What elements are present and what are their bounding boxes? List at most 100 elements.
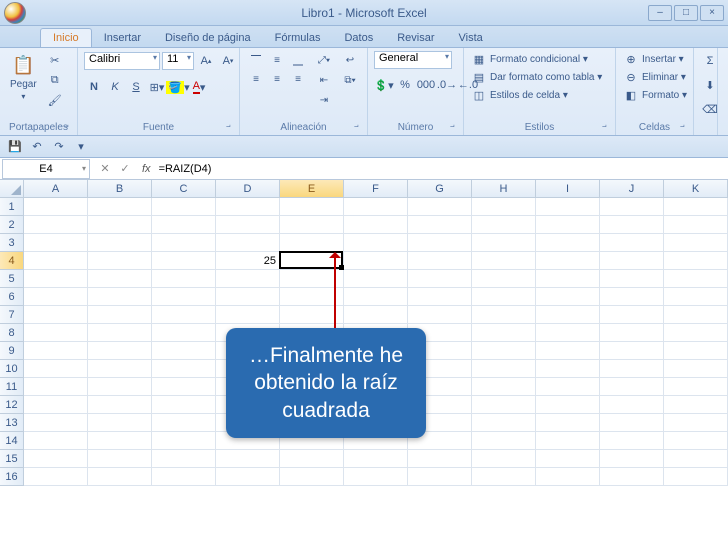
row-header-15[interactable]: 15 <box>0 450 24 468</box>
number-format-select[interactable]: General <box>374 51 452 69</box>
cell-K7[interactable] <box>664 306 728 324</box>
cell-J4[interactable] <box>600 252 664 270</box>
column-header-I[interactable]: I <box>536 180 600 198</box>
conditional-format-button[interactable]: ▦Formato condicional ▾ <box>470 51 590 67</box>
cell-C3[interactable] <box>152 234 216 252</box>
cell-K11[interactable] <box>664 378 728 396</box>
cell-K2[interactable] <box>664 216 728 234</box>
row-header-5[interactable]: 5 <box>0 270 24 288</box>
cell-C4[interactable] <box>152 252 216 270</box>
cell-K1[interactable] <box>664 198 728 216</box>
cell-A4[interactable] <box>24 252 88 270</box>
cell-G5[interactable] <box>408 270 472 288</box>
cell-A12[interactable] <box>24 396 88 414</box>
cell-A13[interactable] <box>24 414 88 432</box>
merge-button[interactable]: ⧉▾ <box>340 71 360 89</box>
cell-I6[interactable] <box>536 288 600 306</box>
format-as-table-button[interactable]: ▤Dar formato como tabla ▾ <box>470 69 604 85</box>
office-button[interactable] <box>4 2 26 24</box>
cell-D4[interactable]: 25 <box>216 252 280 270</box>
column-header-C[interactable]: C <box>152 180 216 198</box>
cell-K16[interactable] <box>664 468 728 486</box>
cell-I12[interactable] <box>536 396 600 414</box>
cell-D5[interactable] <box>216 270 280 288</box>
tab-inicio[interactable]: Inicio <box>40 28 92 47</box>
cell-H6[interactable] <box>472 288 536 306</box>
shrink-font-button[interactable]: A▾ <box>218 51 238 71</box>
align-middle-button[interactable]: ≡ <box>267 51 287 69</box>
orientation-button[interactable]: ⤢▾ <box>314 51 334 69</box>
fill-button[interactable]: ⬇ <box>700 75 720 95</box>
cell-I2[interactable] <box>536 216 600 234</box>
cell-J2[interactable] <box>600 216 664 234</box>
cell-C7[interactable] <box>152 306 216 324</box>
cell-K14[interactable] <box>664 432 728 450</box>
qat-dropdown[interactable]: ▾ <box>72 138 90 156</box>
increase-decimal-button[interactable]: .0→ <box>437 75 457 95</box>
tab-datos[interactable]: Datos <box>332 29 385 47</box>
cell-C5[interactable] <box>152 270 216 288</box>
row-header-9[interactable]: 9 <box>0 342 24 360</box>
cell-J1[interactable] <box>600 198 664 216</box>
cell-B11[interactable] <box>88 378 152 396</box>
row-header-14[interactable]: 14 <box>0 432 24 450</box>
column-header-H[interactable]: H <box>472 180 536 198</box>
row-header-7[interactable]: 7 <box>0 306 24 324</box>
column-header-J[interactable]: J <box>600 180 664 198</box>
cut-button[interactable]: ✂ <box>45 51 65 69</box>
cell-D1[interactable] <box>216 198 280 216</box>
font-color-button[interactable]: A▾ <box>189 77 209 97</box>
cell-J9[interactable] <box>600 342 664 360</box>
tab-vista[interactable]: Vista <box>447 29 495 47</box>
close-button[interactable]: × <box>700 5 724 21</box>
cell-A2[interactable] <box>24 216 88 234</box>
cell-K5[interactable] <box>664 270 728 288</box>
tab-diseno[interactable]: Diseño de página <box>153 29 263 47</box>
format-painter-button[interactable]: 🖌 <box>45 91 65 109</box>
cell-C6[interactable] <box>152 288 216 306</box>
cell-J11[interactable] <box>600 378 664 396</box>
cell-D2[interactable] <box>216 216 280 234</box>
cell-A15[interactable] <box>24 450 88 468</box>
cell-J3[interactable] <box>600 234 664 252</box>
cell-styles-button[interactable]: ◫Estilos de celda ▾ <box>470 87 570 103</box>
cell-B4[interactable] <box>88 252 152 270</box>
cell-J16[interactable] <box>600 468 664 486</box>
cell-G2[interactable] <box>408 216 472 234</box>
cell-G3[interactable] <box>408 234 472 252</box>
cell-B10[interactable] <box>88 360 152 378</box>
name-box[interactable]: E4 <box>2 159 90 179</box>
cell-B6[interactable] <box>88 288 152 306</box>
cell-A16[interactable] <box>24 468 88 486</box>
save-button[interactable]: 💾 <box>6 138 24 156</box>
cell-C10[interactable] <box>152 360 216 378</box>
cell-I15[interactable] <box>536 450 600 468</box>
cell-F15[interactable] <box>344 450 408 468</box>
cell-E1[interactable] <box>280 198 344 216</box>
column-header-K[interactable]: K <box>664 180 728 198</box>
cell-K9[interactable] <box>664 342 728 360</box>
fx-label[interactable]: fx <box>138 163 155 175</box>
increase-indent-button[interactable]: ⇥ <box>314 91 334 109</box>
row-header-4[interactable]: 4 <box>0 252 24 270</box>
cell-H15[interactable] <box>472 450 536 468</box>
cell-J12[interactable] <box>600 396 664 414</box>
cell-I8[interactable] <box>536 324 600 342</box>
format-cells-button[interactable]: ◧Formato ▾ <box>622 87 689 103</box>
row-header-10[interactable]: 10 <box>0 360 24 378</box>
delete-cells-button[interactable]: ⊖Eliminar ▾ <box>622 69 688 85</box>
cell-B14[interactable] <box>88 432 152 450</box>
row-header-16[interactable]: 16 <box>0 468 24 486</box>
cell-B2[interactable] <box>88 216 152 234</box>
cell-K13[interactable] <box>664 414 728 432</box>
cell-F3[interactable] <box>344 234 408 252</box>
cell-K15[interactable] <box>664 450 728 468</box>
row-header-12[interactable]: 12 <box>0 396 24 414</box>
cell-H16[interactable] <box>472 468 536 486</box>
cell-B7[interactable] <box>88 306 152 324</box>
align-center-button[interactable]: ≡ <box>267 70 287 88</box>
cell-D15[interactable] <box>216 450 280 468</box>
cell-H14[interactable] <box>472 432 536 450</box>
tab-revisar[interactable]: Revisar <box>385 29 446 47</box>
cell-E16[interactable] <box>280 468 344 486</box>
